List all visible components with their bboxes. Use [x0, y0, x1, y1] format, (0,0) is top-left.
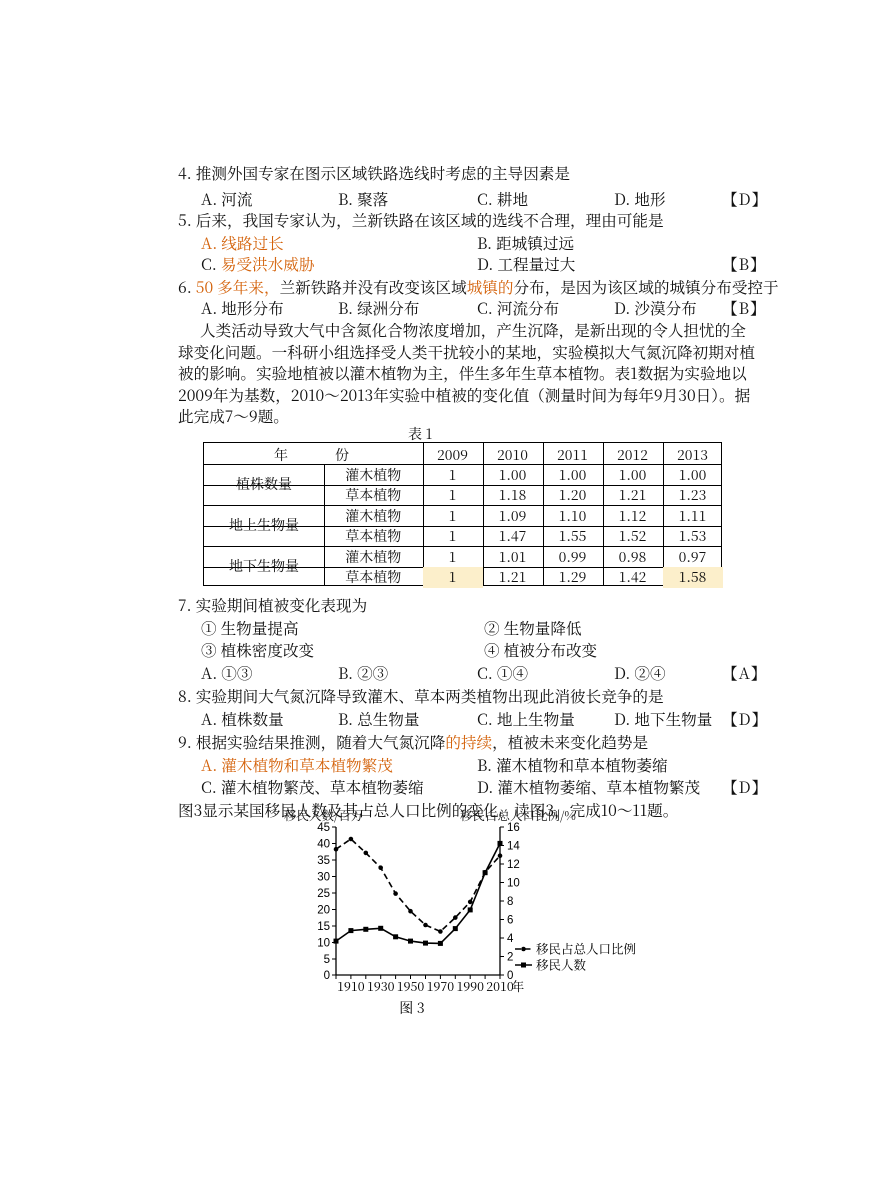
svg-text:12: 12	[507, 859, 520, 871]
svg-text:16: 16	[507, 822, 520, 834]
svg-text:1990: 1990	[456, 977, 484, 995]
svg-text:10: 10	[507, 878, 520, 890]
svg-text:6: 6	[507, 915, 513, 927]
svg-text:年: 年	[512, 977, 525, 995]
svg-text:1950: 1950	[397, 977, 425, 995]
svg-text:1910: 1910	[337, 977, 365, 995]
svg-text:4: 4	[507, 933, 514, 945]
svg-text:0: 0	[324, 970, 330, 982]
svg-text:移民人数: 移民人数	[536, 956, 587, 974]
svg-text:5: 5	[324, 954, 330, 966]
svg-text:2010: 2010	[486, 977, 514, 995]
svg-text:35: 35	[317, 855, 330, 867]
svg-text:15: 15	[317, 921, 330, 933]
svg-text:1930: 1930	[367, 977, 395, 995]
svg-text:图 3: 图 3	[399, 998, 424, 1018]
svg-text:40: 40	[317, 839, 330, 851]
svg-text:1970: 1970	[427, 977, 455, 995]
svg-text:30: 30	[317, 872, 330, 884]
svg-text:25: 25	[317, 888, 330, 900]
svg-text:45: 45	[317, 822, 330, 834]
svg-text:2: 2	[507, 952, 513, 964]
svg-text:14: 14	[507, 841, 520, 853]
svg-text:10: 10	[317, 938, 330, 950]
svg-text:20: 20	[317, 905, 330, 917]
svg-text:8: 8	[507, 896, 513, 908]
